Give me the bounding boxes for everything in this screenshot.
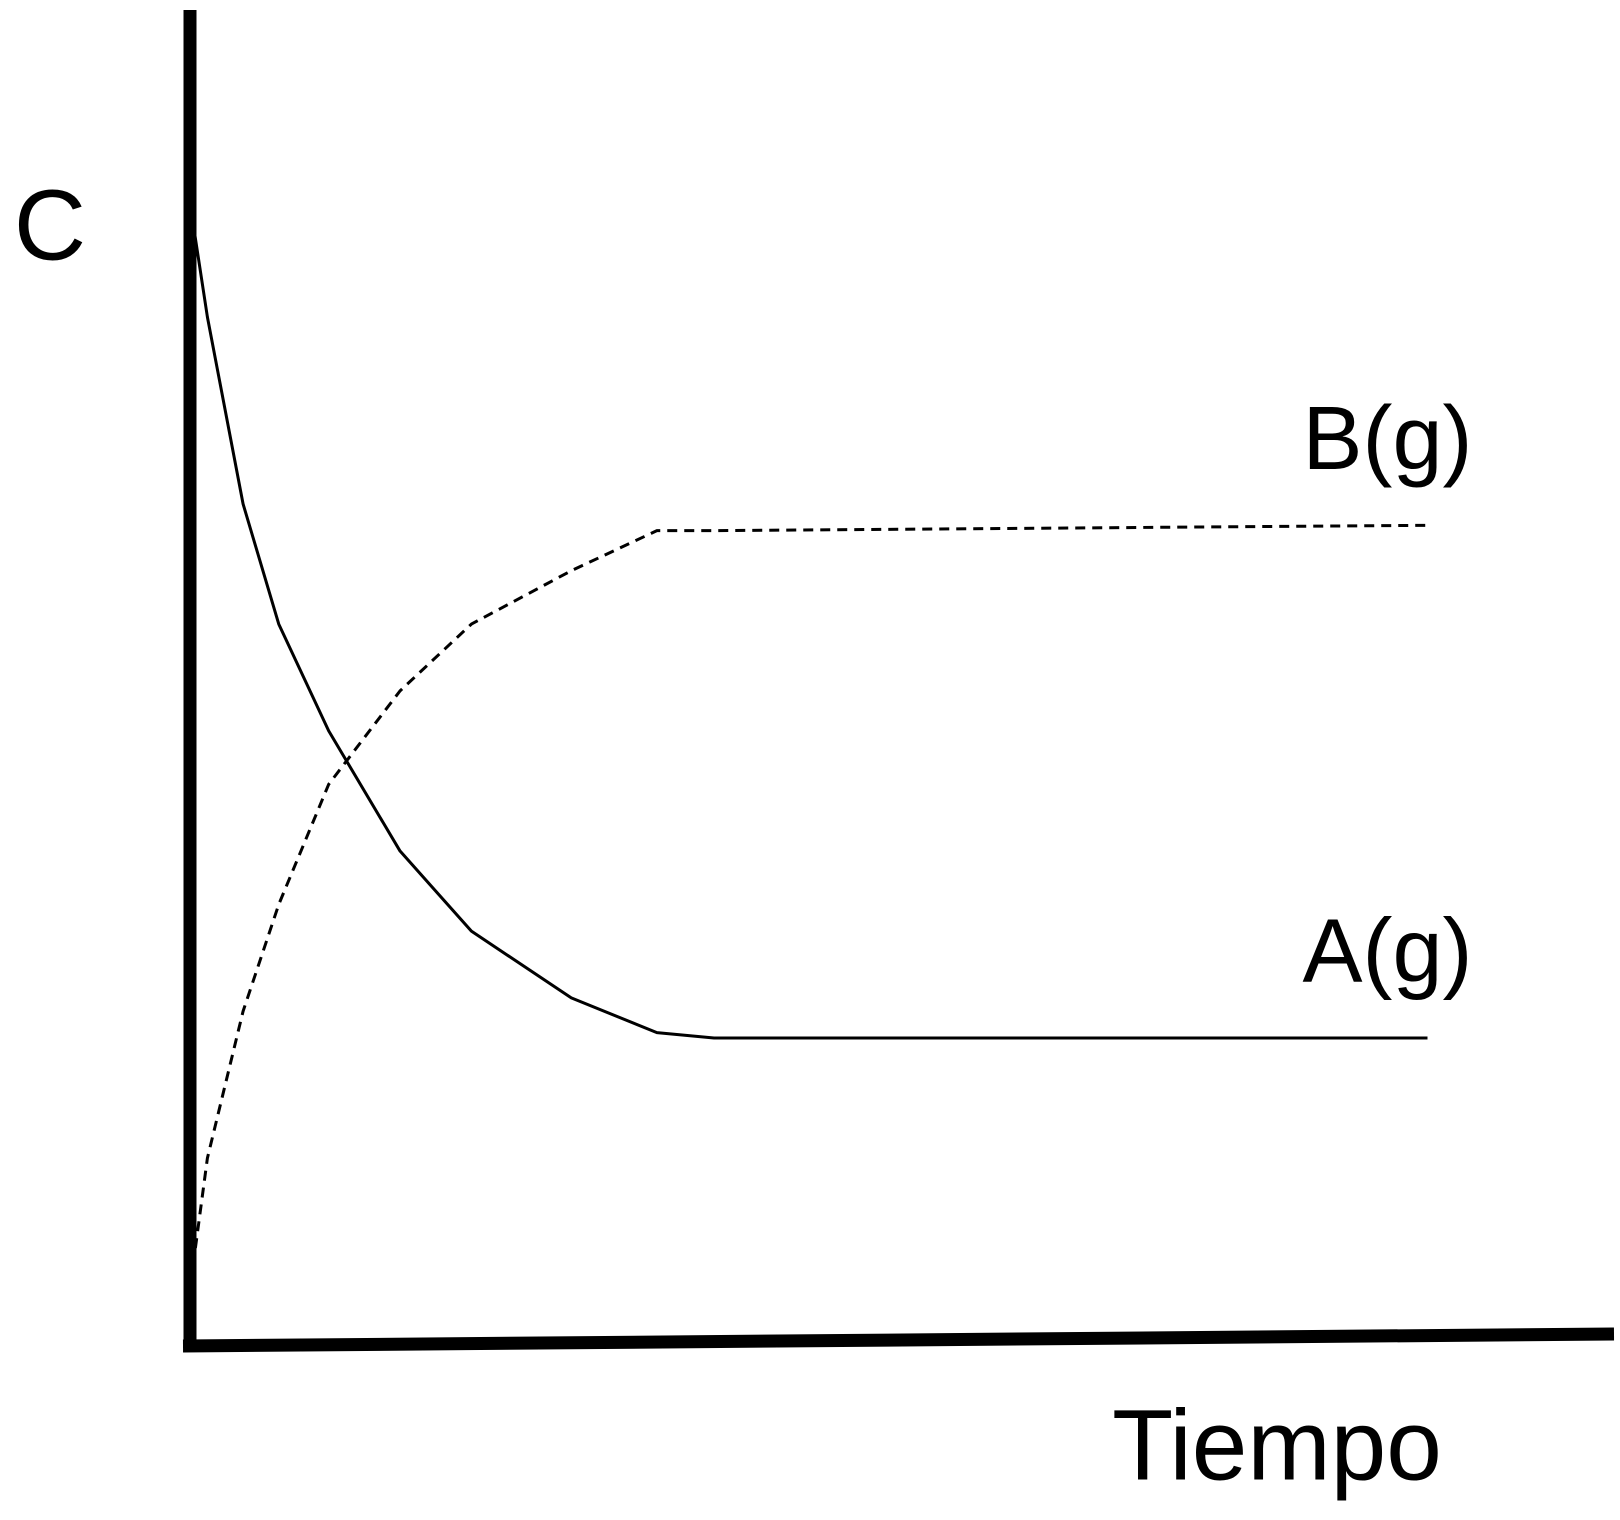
x-axis bbox=[182, 1327, 1615, 1353]
series-label: A(g) bbox=[1302, 902, 1472, 1002]
y-axis-label: C bbox=[14, 169, 86, 281]
x-axis-label: Tiempo bbox=[1112, 1389, 1442, 1501]
series-line bbox=[191, 523, 1428, 1266]
series-label: B(g) bbox=[1302, 389, 1472, 489]
series-line bbox=[191, 223, 1428, 1040]
